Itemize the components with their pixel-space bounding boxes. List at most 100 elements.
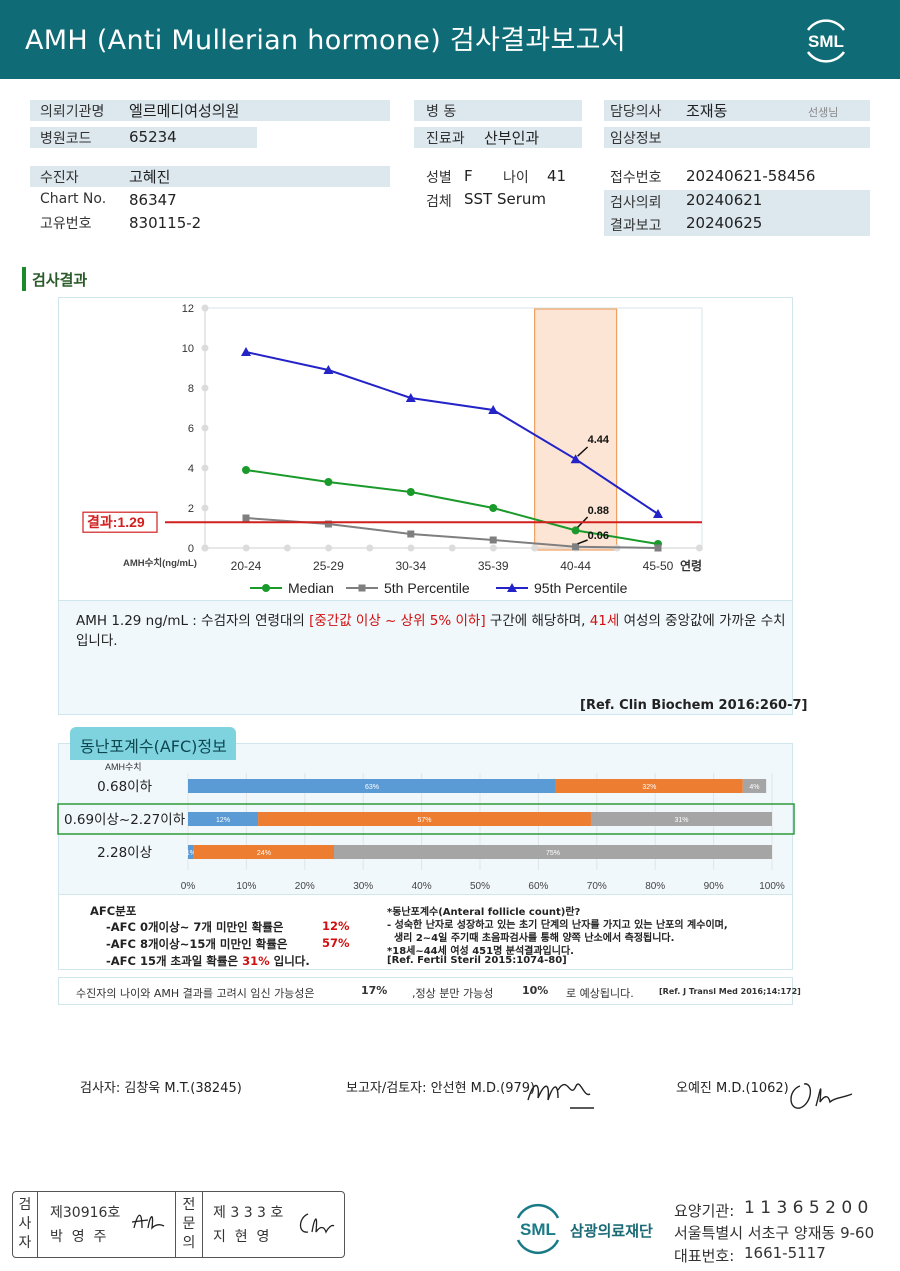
y-axis-title: AMH수치(ng/mL) <box>123 557 197 569</box>
afc-bar-segment <box>188 779 556 793</box>
report-header: AMH (Anti Mullerian hormone) 검사결과보고서 SML <box>0 0 900 79</box>
stamp-specialist-signature <box>299 1213 335 1234</box>
annotation-label: 0.88 <box>588 505 609 517</box>
stamp-specialist-name: 지 현 영 <box>213 1229 270 1245</box>
y-tick-dot <box>201 504 209 512</box>
afc-segment-label: 57% <box>418 817 432 824</box>
afc-dist-line-2: -AFC 8개이상~15개 미만인 확률은 57% <box>106 936 350 951</box>
section-title: 검사결과 <box>32 271 88 289</box>
sml-logo: SML <box>806 19 846 63</box>
afc-chart: AMH수치 0.68이하 63% 32% 4% 0.69이상~2.27이하 12% 57% 31… <box>57 761 795 892</box>
comment-range: [중간값 이상 ~ 상위 5% 이하] <box>309 613 486 629</box>
probability-text-2: ,정상 분만 가능성 <box>412 987 494 1000</box>
series-point <box>324 520 332 528</box>
y-tick-label: 10 <box>182 343 194 355</box>
x-tick-dot <box>531 544 539 552</box>
age-label: 나이 <box>503 170 529 186</box>
afc-bar-segment <box>334 845 772 859</box>
afc-note-4: *18세~44세 여성 451명 분석결과입니다. <box>387 946 574 957</box>
code-value: 1 1 3 6 5 2 0 0 <box>744 1198 869 1218</box>
comment-text-3: 여성의 중앙값에 가까운 수치입니다. <box>76 613 786 649</box>
afc-x-tick: 0% <box>181 881 196 892</box>
legend-label: Median <box>288 580 334 596</box>
afc-dist-title: AFC분포 <box>90 904 137 918</box>
annotation-label: 4.44 <box>588 434 610 446</box>
x-tick-label: 40-44 <box>560 559 591 573</box>
afc-x-tick: 10% <box>236 881 256 892</box>
afc-bar-segment <box>742 779 767 793</box>
series-point <box>570 454 581 464</box>
institution-label: 의뢰기관명 <box>40 104 105 120</box>
annotation-label: 0.06 <box>588 530 609 542</box>
y-tick-dot <box>201 384 209 392</box>
y-tick-dot <box>201 344 209 352</box>
comment-text-2: 구간에 해당하며, <box>485 613 590 629</box>
specimen-value: SST Serum <box>464 190 547 208</box>
legend-marker <box>358 584 366 592</box>
hospital-code-value: 65234 <box>129 128 177 146</box>
series-point <box>572 543 580 551</box>
afc-bar-segment <box>555 779 743 793</box>
y-tick-label: 0 <box>188 543 194 555</box>
doctor-suffix: 선생님 <box>808 106 839 119</box>
y-tick-label: 8 <box>188 383 194 395</box>
result-label-box <box>82 511 158 533</box>
foundation-name: 삼광의료재단 <box>570 1222 653 1240</box>
annotation-arrow <box>577 539 588 545</box>
result-label: 결과:1.29 <box>87 514 145 530</box>
afc-x-tick: 40% <box>412 881 432 892</box>
doctor-signature: 오예진 M.D.(1062) <box>676 1081 789 1096</box>
afc-x-tick: 60% <box>528 881 548 892</box>
clinical-label: 임상정보 <box>610 131 662 147</box>
chart-label: Chart No. <box>40 191 107 207</box>
series-point <box>324 478 333 486</box>
series-point <box>242 514 250 522</box>
report-value: 20240625 <box>686 214 763 232</box>
department-value: 산부인과 <box>484 129 540 147</box>
patient-value: 고혜진 <box>129 168 171 186</box>
afc-x-tick: 50% <box>470 881 490 892</box>
chart-value: 86347 <box>129 191 177 209</box>
request-value: 20240621 <box>686 191 763 209</box>
afc-distribution-box <box>58 894 793 970</box>
legend-label: 5th Percentile <box>384 580 470 596</box>
afc-bar-segment <box>188 845 194 859</box>
x-tick-dot <box>325 544 333 552</box>
afc-bar-segment <box>590 812 772 826</box>
stamp-tester-signature <box>131 1214 165 1230</box>
series-point <box>654 544 662 552</box>
sex-value: F <box>464 167 473 185</box>
afc-bar-segment <box>193 845 334 859</box>
afc-x-tick: 70% <box>587 881 607 892</box>
y-tick-dot <box>201 304 209 312</box>
series-point <box>653 509 663 518</box>
receipt-value: 20240621-58456 <box>686 167 816 185</box>
code-label: 요양기관: <box>674 1202 735 1220</box>
series-line-0 <box>245 469 659 545</box>
series-point <box>571 526 580 535</box>
annotation-arrow <box>577 446 589 457</box>
foundation-logo: SML <box>516 1203 560 1255</box>
x-tick-label: 25-29 <box>313 559 344 573</box>
afc-row-label: 2.28이상 <box>97 845 152 861</box>
x-tick-label: 35-39 <box>478 559 509 573</box>
x-tick-dot <box>407 544 415 552</box>
afc-dist-line-3: -AFC 15개 초과일 확률은 31% 입니다. <box>106 954 310 968</box>
patient-label: 수진자 <box>40 170 79 186</box>
x-tick-label: 45-50 <box>643 559 674 573</box>
doctor-label: 담당의사 <box>610 104 662 120</box>
comment-reference: [Ref. Clin Biochem 2016:260-7] <box>580 698 808 713</box>
series-point <box>241 347 251 356</box>
afc-segment-label: 31% <box>674 817 688 824</box>
age-value: 41 <box>547 167 567 185</box>
afc-bar-segment <box>188 812 259 826</box>
afc-highlight-row <box>57 803 795 835</box>
legend-marker <box>507 583 517 592</box>
report-title: AMH (Anti Mullerian hormone) 검사결과보고서 <box>25 25 626 56</box>
probability-pregnancy: 17% <box>361 984 388 997</box>
specimen-label: 검체 <box>426 194 452 210</box>
phone-value: 1661-5117 <box>744 1244 826 1262</box>
afc-dist-line-1: -AFC 0개이상~ 7개 미만인 확률은 12% <box>106 919 350 934</box>
doctor-handwritten-signature <box>790 1083 853 1109</box>
